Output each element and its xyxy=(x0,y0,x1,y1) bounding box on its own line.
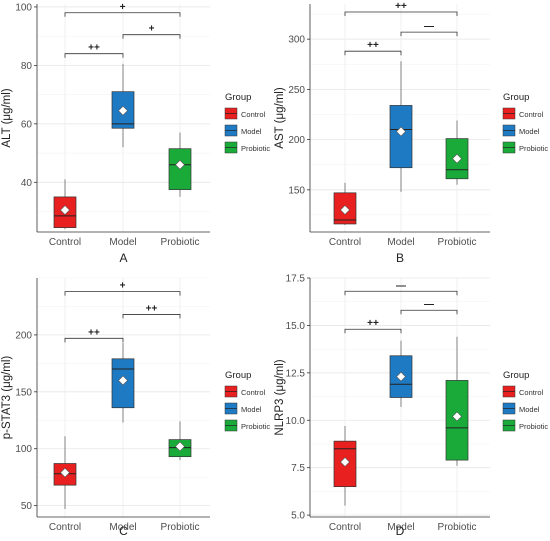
y-tick-label: 150 xyxy=(15,387,32,398)
mean-marker xyxy=(118,375,128,386)
y-tick-label: 7.5 xyxy=(291,463,305,474)
panel-letter: A xyxy=(119,251,127,265)
mean-marker xyxy=(396,371,406,382)
y-tick-label: 80 xyxy=(21,61,33,72)
significance-label: — xyxy=(424,21,434,32)
significance-label: + xyxy=(120,281,126,292)
panel-letter: D xyxy=(396,524,405,538)
legend-label: Model xyxy=(241,405,262,414)
y-tick-label: 15.0 xyxy=(286,321,306,332)
panel-c: 50 100 150 200 p-STAT3 (μg/ml) Control Model Pr… xyxy=(1,277,270,538)
significance-label: + xyxy=(120,2,126,13)
legend-title: Group xyxy=(503,370,529,381)
legend-label: Probiotic xyxy=(241,144,270,153)
legend-label: Probiotic xyxy=(519,422,548,431)
y-axis-label: NLRP3 (μg/ml) xyxy=(274,359,286,435)
x-tick-label: Probiotic xyxy=(438,237,477,248)
legend-label: Control xyxy=(241,110,266,119)
y-tick-label: 40 xyxy=(21,178,33,189)
y-tick-label: 200 xyxy=(288,135,305,146)
y-tick-label: 12.5 xyxy=(286,368,306,379)
x-tick-label: Probiotic xyxy=(161,522,200,533)
y-tick-label: 150 xyxy=(288,185,305,196)
significance-bracket xyxy=(400,309,458,315)
significance-bracket xyxy=(344,11,458,17)
significance-label: — xyxy=(396,280,406,291)
significance-bracket xyxy=(344,290,458,296)
panel-a: 40 60 80 100 ALT (μg/ml) Control Model Probioti… xyxy=(1,2,270,265)
y-tick-label: 300 xyxy=(288,35,305,46)
x-tick-label: Model xyxy=(109,522,136,533)
significance-bracket xyxy=(122,314,181,319)
x-tick-label: Probiotic xyxy=(438,522,477,533)
panel-d: 5.0 7.5 10.0 12.5 15.0 17.5 NLRP3 (μg/ml) Contr… xyxy=(274,274,548,539)
significance-bracket xyxy=(64,337,124,343)
mean-marker xyxy=(452,411,462,422)
x-tick-label: Control xyxy=(49,237,81,248)
legend-label: Probiotic xyxy=(241,422,270,431)
x-tick-label: Model xyxy=(387,237,414,248)
y-tick-label: 17.5 xyxy=(286,274,306,285)
significance-bracket xyxy=(400,31,458,37)
mean-marker xyxy=(118,105,128,116)
x-tick-label: Model xyxy=(387,522,414,533)
x-tick-label: Control xyxy=(329,237,361,248)
x-tick-label: Control xyxy=(329,522,361,533)
panel-letter: C xyxy=(119,524,128,538)
y-tick-label: 5.0 xyxy=(291,511,305,522)
legend-label: Control xyxy=(519,110,544,119)
legend-label: Control xyxy=(241,388,266,397)
y-tick-label: 50 xyxy=(21,501,33,512)
y-tick-label: 100 xyxy=(15,2,32,13)
legend-label: Model xyxy=(241,127,262,136)
y-axis-label: ALT (μg/ml) xyxy=(1,88,13,147)
mean-marker xyxy=(60,467,70,478)
x-tick-label: Control xyxy=(49,522,81,533)
significance-bracket xyxy=(64,12,181,17)
mean-marker xyxy=(340,204,350,215)
significance-label: ++ xyxy=(146,303,158,314)
mean-marker xyxy=(175,441,185,452)
significance-bracket xyxy=(122,34,181,39)
significance-bracket xyxy=(344,328,402,334)
mean-marker xyxy=(452,153,462,164)
significance-bracket xyxy=(64,53,124,58)
panel-b: 150 200 250 300 AST (μg/ml) Control Model Probi… xyxy=(274,1,548,265)
legend-title: Group xyxy=(225,370,251,381)
y-tick-label: 200 xyxy=(15,330,32,341)
legend-title: Group xyxy=(225,92,251,103)
y-axis-label: p-STAT3 (μg/ml) xyxy=(1,356,13,440)
legend-label: Model xyxy=(519,405,540,414)
legend-label: Control xyxy=(519,388,544,397)
significance-bracket xyxy=(344,50,402,56)
y-axis-label: AST (μg/ml) xyxy=(274,87,286,149)
mean-marker xyxy=(60,205,70,216)
legend-title: Group xyxy=(503,92,529,103)
significance-label: + xyxy=(149,24,155,35)
box-model xyxy=(389,105,413,169)
x-tick-label: Probiotic xyxy=(161,237,200,248)
mean-marker xyxy=(396,126,406,137)
y-tick-label: 10.0 xyxy=(286,416,306,427)
x-tick-label: Model xyxy=(109,237,136,248)
mean-marker xyxy=(340,457,350,467)
significance-label: — xyxy=(424,299,434,310)
significance-label: ++ xyxy=(367,40,379,51)
significance-label: ++ xyxy=(88,327,100,338)
y-tick-label: 250 xyxy=(288,85,305,96)
significance-label: ++ xyxy=(88,43,100,54)
panel-letter: B xyxy=(396,251,404,265)
y-tick-label: 100 xyxy=(15,444,32,455)
legend-label: Model xyxy=(519,127,540,136)
legend-label: Probiotic xyxy=(519,144,548,153)
significance-label: ++ xyxy=(367,318,379,329)
y-tick-label: 60 xyxy=(21,119,33,130)
significance-label: ++ xyxy=(395,1,407,12)
mean-marker xyxy=(175,159,185,170)
significance-bracket xyxy=(64,291,181,296)
